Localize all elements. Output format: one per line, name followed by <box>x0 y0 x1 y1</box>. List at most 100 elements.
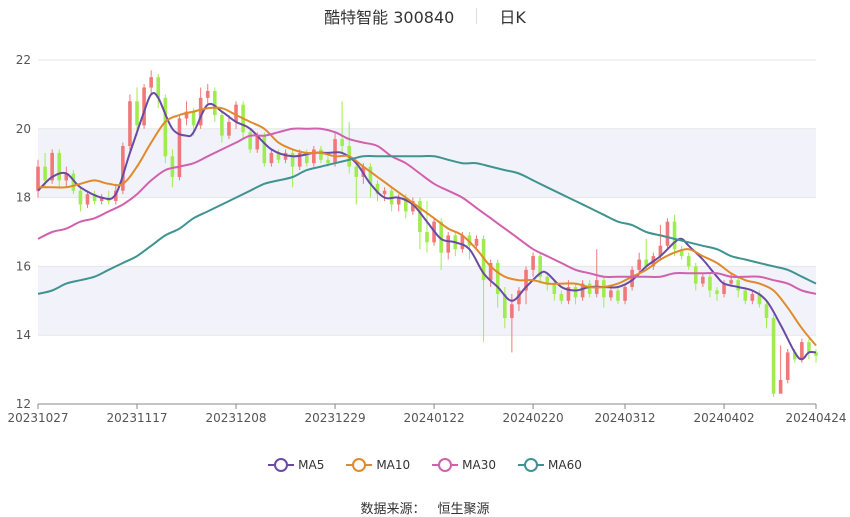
candle-body <box>276 152 281 160</box>
candle-body <box>170 156 175 177</box>
x-tick-label: 20240312 <box>594 411 655 425</box>
candle-body <box>36 166 40 191</box>
legend-label: MA10 <box>376 458 411 472</box>
candle-body <box>580 283 585 298</box>
candle-body <box>319 149 323 160</box>
data-source: 数据来源： 恒生聚源 <box>0 498 850 517</box>
legend-item-ma10[interactable]: MA10 <box>346 458 410 472</box>
candle-body <box>255 135 260 150</box>
candle-body <box>750 293 755 301</box>
candle-body <box>503 293 507 318</box>
y-tick-label: 16 <box>16 259 31 273</box>
candle-body <box>807 342 811 353</box>
candle-body <box>672 221 677 250</box>
candle-body <box>340 139 344 146</box>
candle-body <box>128 101 132 146</box>
candle-body <box>326 159 330 164</box>
candle-body <box>488 262 493 281</box>
candle-body <box>262 135 267 164</box>
source-value: 恒生聚源 <box>437 502 490 517</box>
candle-body <box>764 304 769 318</box>
candle-body <box>517 290 521 305</box>
candle-body <box>587 283 592 294</box>
candle-body <box>177 118 182 177</box>
candle-body <box>78 190 83 205</box>
grid-band <box>38 128 816 198</box>
candle-body <box>333 139 337 164</box>
ma-line-ma60 <box>37 155 817 295</box>
candle-body <box>142 87 146 126</box>
candle-body <box>64 173 69 181</box>
legend-item-ma30[interactable]: MA30 <box>432 458 496 472</box>
candle-body <box>552 283 557 294</box>
candle-body <box>545 276 550 284</box>
candle-body <box>474 238 479 246</box>
candle-body <box>382 190 387 195</box>
candle-body <box>566 287 571 301</box>
x-tick-label: 20231027 <box>7 411 68 425</box>
candle-body <box>679 249 684 257</box>
candle-body <box>785 352 790 380</box>
grid-band <box>38 266 816 336</box>
stock-name-label: 酷特智能 300840 <box>324 8 455 27</box>
candle-body <box>71 173 76 191</box>
chart-title: 酷特智能 300840 日K <box>0 4 850 28</box>
candle-body <box>191 111 196 126</box>
candle-body <box>396 197 401 205</box>
candle-body <box>234 104 238 122</box>
x-tick-label: 20240424 <box>785 411 846 425</box>
candle-body <box>510 304 514 318</box>
candle-body <box>616 290 620 301</box>
chart-legend: MA5 MA10 MA30 MA60 <box>0 458 850 472</box>
candle-body <box>439 221 443 253</box>
y-tick-label: 12 <box>16 397 31 411</box>
candle-body <box>57 152 62 181</box>
candle-body <box>213 90 217 116</box>
x-tick-label: 20231229 <box>305 411 366 425</box>
candle-body <box>85 194 90 205</box>
legend-item-ma60[interactable]: MA60 <box>518 458 582 472</box>
ma-line-ma10 <box>38 106 817 347</box>
y-tick-label: 18 <box>16 191 31 205</box>
candle-body <box>184 111 189 119</box>
x-tick-label: 20231117 <box>106 411 167 425</box>
candle-body <box>736 280 740 291</box>
legend-label: MA5 <box>298 458 325 472</box>
x-tick-label: 20240220 <box>503 411 564 425</box>
candle-body <box>354 166 359 177</box>
legend-item-ma5[interactable]: MA5 <box>268 458 324 472</box>
candle-body <box>814 352 818 356</box>
candle-body <box>198 97 203 126</box>
candle-body <box>135 101 139 126</box>
candle-body <box>446 235 451 253</box>
candle-body <box>800 342 804 360</box>
legend-label: MA60 <box>548 458 582 472</box>
candle-body <box>312 149 316 164</box>
candle-body <box>757 293 762 305</box>
candle-body <box>623 287 627 301</box>
y-tick-label: 14 <box>16 328 31 342</box>
candle-body <box>149 77 153 88</box>
candle-body <box>778 379 783 394</box>
candle-body <box>43 166 47 181</box>
candle-body <box>248 132 252 150</box>
legend-marker <box>432 458 459 472</box>
title-separator <box>476 8 478 24</box>
candle-body <box>573 287 578 298</box>
x-tick-label: 20240402 <box>694 411 755 425</box>
candle-body <box>792 352 797 360</box>
candle-body <box>290 152 295 167</box>
candle-body <box>92 194 97 202</box>
candle-body <box>722 283 726 294</box>
candle-body <box>460 235 465 250</box>
candle-body <box>297 152 302 167</box>
legend-label: MA30 <box>462 458 497 472</box>
candle-body <box>658 245 663 257</box>
x-tick-label: 20240122 <box>404 411 465 425</box>
candle-body <box>227 121 231 136</box>
candle-body <box>743 290 748 301</box>
candle-body <box>418 201 422 232</box>
candle-body <box>368 166 373 184</box>
candle-body <box>771 318 776 394</box>
